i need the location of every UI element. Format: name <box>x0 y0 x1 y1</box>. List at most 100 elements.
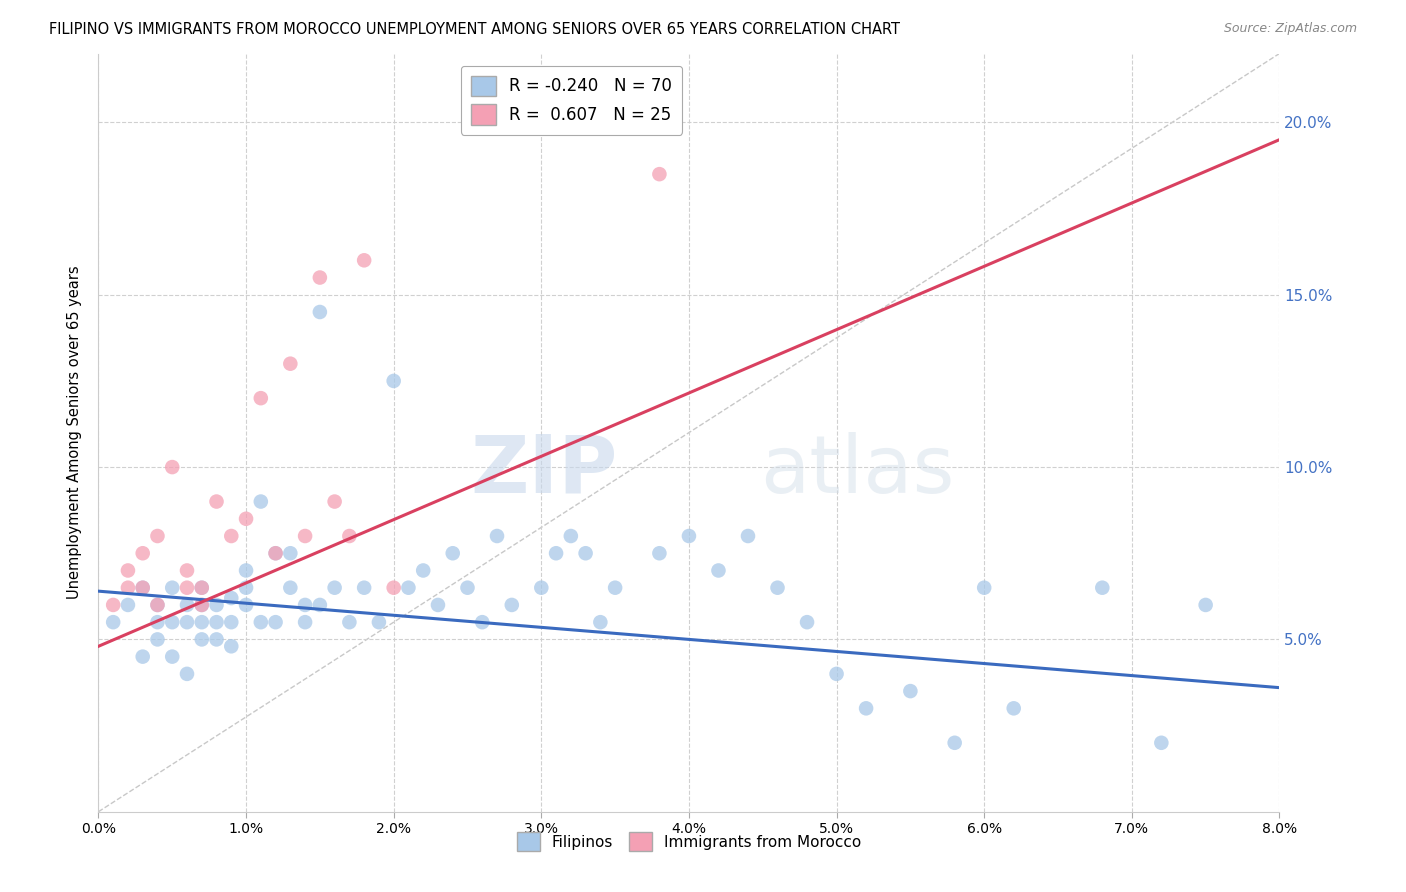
Point <box>117 564 139 578</box>
Point <box>221 591 243 605</box>
Point <box>825 666 848 681</box>
Point <box>294 529 316 543</box>
Point <box>530 581 553 595</box>
Point <box>648 167 671 181</box>
Point <box>368 615 391 630</box>
Point <box>309 270 332 285</box>
Point <box>117 581 139 595</box>
Point <box>353 253 375 268</box>
Point <box>589 615 612 630</box>
Point <box>457 581 479 595</box>
Point <box>205 598 228 612</box>
Point <box>339 529 361 543</box>
Point <box>1002 701 1025 715</box>
Point <box>205 615 228 630</box>
Point <box>309 305 332 319</box>
Point <box>486 529 509 543</box>
Text: ZIP: ZIP <box>471 432 619 509</box>
Point <box>575 546 598 560</box>
Text: Source: ZipAtlas.com: Source: ZipAtlas.com <box>1223 22 1357 36</box>
Point <box>235 598 257 612</box>
Point <box>280 357 302 371</box>
Point <box>294 598 316 612</box>
Point <box>191 598 214 612</box>
Point <box>398 581 420 595</box>
Point <box>855 701 877 715</box>
Point <box>264 546 287 560</box>
Point <box>162 649 183 664</box>
Point <box>323 581 346 595</box>
Point <box>132 546 155 560</box>
Point <box>221 615 243 630</box>
Point <box>235 564 257 578</box>
Point <box>737 529 759 543</box>
Point <box>146 598 169 612</box>
Point <box>1195 598 1218 612</box>
Point <box>294 615 316 630</box>
Point <box>280 581 302 595</box>
Point <box>176 615 198 630</box>
Legend: Filipinos, Immigrants from Morocco: Filipinos, Immigrants from Morocco <box>510 826 868 857</box>
Point <box>900 684 922 698</box>
Point <box>205 632 228 647</box>
Point <box>221 640 243 654</box>
Point <box>250 391 273 405</box>
Point <box>235 512 257 526</box>
Point <box>280 546 302 560</box>
Text: FILIPINO VS IMMIGRANTS FROM MOROCCO UNEMPLOYMENT AMONG SENIORS OVER 65 YEARS COR: FILIPINO VS IMMIGRANTS FROM MOROCCO UNEM… <box>49 22 900 37</box>
Point <box>339 615 361 630</box>
Point <box>176 564 198 578</box>
Point <box>221 529 243 543</box>
Point <box>973 581 995 595</box>
Point <box>323 494 346 508</box>
Point <box>250 615 273 630</box>
Point <box>132 581 155 595</box>
Point <box>427 598 450 612</box>
Point <box>103 598 125 612</box>
Point <box>146 598 169 612</box>
Point <box>796 615 818 630</box>
Point <box>471 615 494 630</box>
Point <box>162 460 183 475</box>
Point <box>382 374 405 388</box>
Point <box>264 615 287 630</box>
Point <box>146 615 169 630</box>
Point <box>235 581 257 595</box>
Point <box>205 494 228 508</box>
Point <box>648 546 671 560</box>
Point <box>162 615 183 630</box>
Point <box>191 581 214 595</box>
Y-axis label: Unemployment Among Seniors over 65 years: Unemployment Among Seniors over 65 years <box>67 266 83 599</box>
Point <box>1150 736 1173 750</box>
Point <box>250 494 273 508</box>
Point <box>191 598 214 612</box>
Point <box>353 581 375 595</box>
Point <box>146 632 169 647</box>
Point <box>191 615 214 630</box>
Point <box>132 649 155 664</box>
Point <box>191 632 214 647</box>
Point <box>191 581 214 595</box>
Point <box>560 529 582 543</box>
Point <box>103 615 125 630</box>
Point <box>441 546 464 560</box>
Point <box>176 666 198 681</box>
Point <box>707 564 730 578</box>
Point <box>176 598 198 612</box>
Point <box>943 736 966 750</box>
Text: atlas: atlas <box>759 432 955 509</box>
Point <box>412 564 434 578</box>
Point <box>264 546 287 560</box>
Point <box>162 581 183 595</box>
Point <box>117 598 139 612</box>
Point <box>678 529 700 543</box>
Point <box>605 581 627 595</box>
Point <box>766 581 789 595</box>
Point <box>1091 581 1114 595</box>
Point <box>146 529 169 543</box>
Point <box>382 581 405 595</box>
Point <box>501 598 523 612</box>
Point <box>546 546 568 560</box>
Point <box>176 581 198 595</box>
Point <box>309 598 332 612</box>
